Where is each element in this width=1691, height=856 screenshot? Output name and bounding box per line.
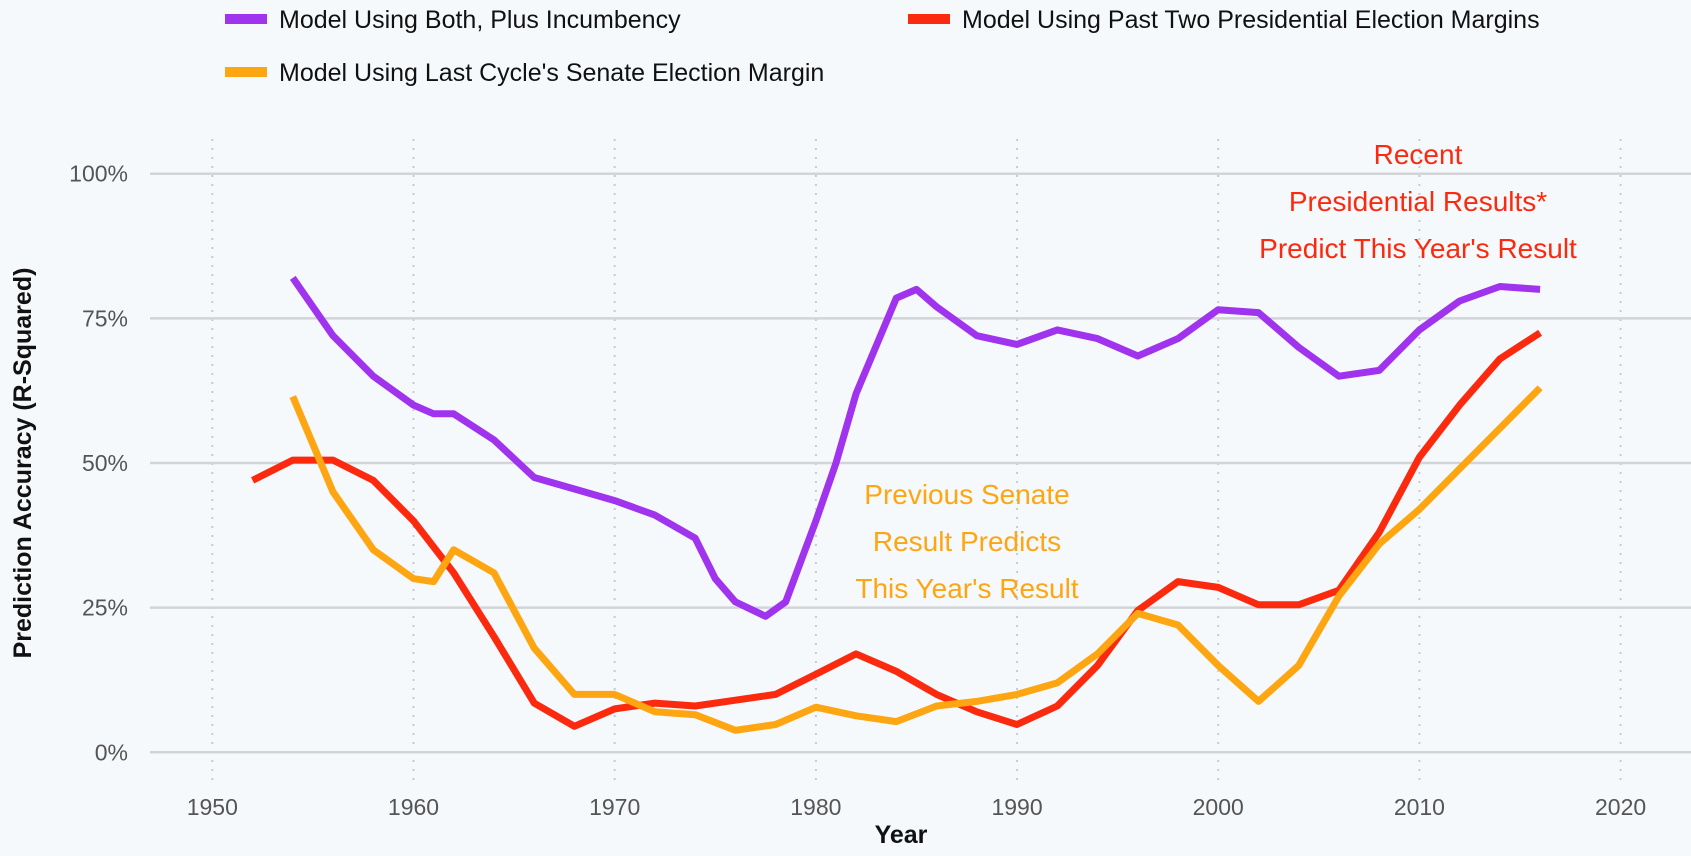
x-tick-label: 2010: [1394, 794, 1445, 820]
x-tick-label: 1990: [991, 794, 1042, 820]
x-tick-label: 1980: [790, 794, 841, 820]
y-axis-title: Prediction Accuracy (R-Squared): [9, 268, 37, 659]
legend-swatch: [225, 14, 267, 24]
grid: [150, 139, 1691, 787]
annotation: Result Predicts: [873, 526, 1061, 557]
y-tick-label: 25%: [82, 595, 128, 621]
x-axis-title: Year: [875, 821, 928, 849]
annotation: This Year's Result: [855, 573, 1078, 604]
legend-label: Model Using Last Cycle's Senate Election…: [279, 59, 824, 87]
x-tick-label: 2020: [1595, 794, 1646, 820]
x-tick-label: 1970: [589, 794, 640, 820]
y-tick-label: 100%: [69, 161, 128, 187]
legend-swatch: [225, 67, 267, 77]
y-tick-label: 0%: [95, 739, 128, 765]
series-line: [289, 385, 1543, 734]
annotation: Presidential Results*: [1289, 186, 1547, 217]
series-line: [251, 329, 1543, 730]
x-tick-label: 2000: [1193, 794, 1244, 820]
y-tick-label: 75%: [82, 305, 128, 331]
annotation: Previous Senate: [864, 479, 1069, 510]
x-tick-label: 1960: [388, 794, 439, 820]
series-line: [289, 275, 1541, 620]
y-tick-label: 50%: [82, 450, 128, 476]
annotation: Recent: [1374, 139, 1463, 170]
legend-label: Model Using Both, Plus Incumbency: [279, 6, 681, 34]
legend-label: Model Using Past Two Presidential Electi…: [962, 6, 1540, 34]
x-tick-label: 1950: [187, 794, 238, 820]
legend-swatch: [908, 14, 950, 24]
annotation: Predict This Year's Result: [1259, 233, 1577, 264]
